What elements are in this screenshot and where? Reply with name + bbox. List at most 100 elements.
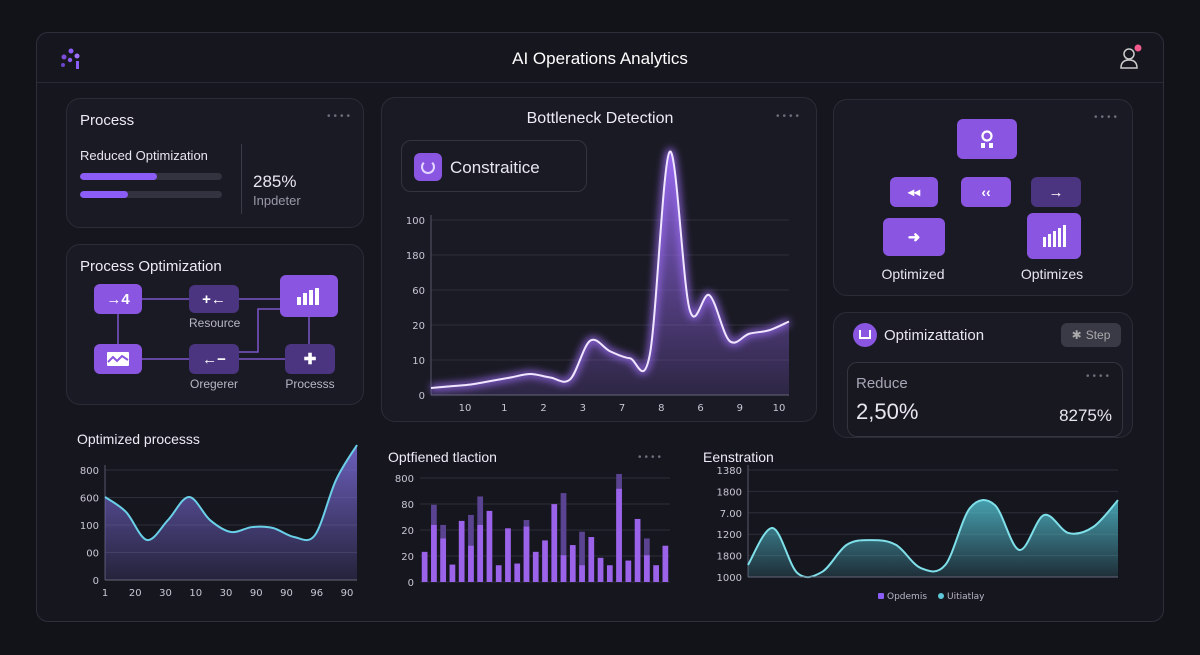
flow-node-analytics[interactable] (280, 275, 338, 317)
more-menu-icon[interactable]: •••• (1085, 371, 1112, 382)
bar-chart-icon (297, 288, 319, 305)
y-tick-label: 20 (412, 321, 425, 332)
flow-node-merge[interactable]: ◂◂ (890, 177, 938, 207)
header-divider (37, 82, 1163, 83)
y-tick-label: 80 (401, 500, 414, 511)
bar (523, 526, 530, 582)
y-tick-label: 800 (80, 466, 99, 477)
area-fill (748, 500, 1118, 578)
metric-label: Reduce (856, 375, 908, 392)
area-fill (431, 151, 789, 395)
puzzle-icon: ✱ (1071, 328, 1082, 342)
x-tick-label: 2 (540, 403, 546, 414)
x-tick-label: 8 (658, 403, 664, 414)
flow-node-next[interactable]: → (1031, 177, 1081, 207)
y-tick-label: 1380 (717, 466, 742, 477)
more-menu-icon[interactable]: •••• (1093, 112, 1120, 123)
legend-label: Opdemis (887, 592, 927, 602)
flow-node-process[interactable]: ✚ (285, 344, 335, 374)
person-icon (981, 130, 993, 148)
node-label: Oregerer (189, 377, 239, 391)
chart-title: Optfiened tlaction (388, 449, 497, 465)
panel-title: Bottleneck Detection (526, 110, 674, 127)
node-label: Processs (285, 377, 335, 391)
bar (597, 557, 604, 582)
bar (477, 524, 484, 582)
legend-label: Uitiatlay (947, 592, 985, 602)
more-menu-icon[interactable]: •••• (775, 111, 802, 122)
more-menu-icon[interactable]: •••• (326, 111, 353, 122)
bar (495, 565, 502, 582)
bar (505, 528, 511, 582)
bar (440, 538, 447, 582)
bar (625, 560, 632, 582)
x-tick-label: 10 (773, 403, 786, 414)
flow-node-signal[interactable] (1027, 213, 1081, 259)
flow-node-order[interactable]: ←− (189, 344, 239, 374)
y-tick-label: 1000 (717, 573, 742, 584)
progress-bar-2 (80, 191, 222, 198)
step-button[interactable]: ✱ Step (1061, 323, 1121, 347)
flow-node-split[interactable]: ‹‹ (961, 177, 1011, 207)
progress-fill (80, 191, 129, 198)
x-tick-label: 20 (129, 588, 142, 599)
flow-node-forward[interactable]: ➜ (883, 218, 945, 256)
y-tick-label: 20 (401, 552, 414, 563)
page-title: AI Operations Analytics (512, 49, 688, 68)
flow-node-user[interactable] (957, 119, 1017, 159)
series-line (430, 150, 790, 389)
action-bar-chart: 800 80 20 20 0 (395, 473, 670, 589)
x-tick-label: 30 (220, 588, 233, 599)
constraint-badge[interactable]: Constraitice (401, 140, 587, 192)
metric-label: Reduced Optimization (80, 148, 208, 163)
y-tick-label: 10 (412, 356, 425, 367)
bar (579, 565, 585, 582)
more-menu-icon[interactable]: •••• (638, 452, 665, 463)
user-icon[interactable] (1118, 44, 1144, 72)
y-tick-label: 1200 (717, 530, 742, 541)
progress-bar-1 (80, 173, 222, 180)
x-tick-label: 3 (580, 403, 586, 414)
optimization-icon (853, 323, 877, 347)
y-tick-label: 100 (406, 216, 425, 227)
area-fill (105, 444, 357, 580)
wave-chart-icon (107, 352, 129, 366)
bar (662, 545, 669, 582)
x-tick-label: 10 (459, 403, 472, 414)
divider (241, 144, 242, 214)
x-tick-label: 6 (697, 403, 703, 414)
bar (542, 540, 548, 582)
bar-chart-icon (1043, 225, 1066, 247)
flow-label-left: Optimized (881, 266, 945, 282)
estimation-chart: 1380 1800 7.00 1200 1800 1000 Opdemis Uitiatlay (717, 465, 1119, 602)
process-optimization-panel: Process Optimization (66, 244, 364, 405)
bar (551, 504, 558, 582)
legend-swatch (938, 593, 944, 599)
y-tick-label: 1800 (717, 552, 742, 563)
y-tick-label: 0 (408, 578, 414, 589)
flow-label-right: Optimizes (1020, 266, 1084, 282)
notification-dot (1134, 44, 1142, 52)
legend-swatch (878, 593, 884, 599)
x-tick-label: 1 (102, 588, 108, 599)
flow-node-input[interactable]: →4 (94, 284, 142, 314)
x-tick-label: 90 (341, 588, 354, 599)
bar (560, 555, 567, 582)
y-tick-label: 1800 (717, 487, 742, 498)
series-line (104, 444, 358, 542)
bar (449, 564, 456, 582)
x-tick-label: 96 (310, 588, 323, 599)
y-tick-label: 20 (401, 526, 414, 537)
y-tick-label: 7.00 (720, 509, 742, 520)
node-label: Resource (189, 316, 241, 330)
bar-ghost (560, 493, 567, 582)
x-tick-label: 30 (159, 588, 172, 599)
metric-secondary: 8275% (1059, 406, 1112, 425)
flow-node-resource[interactable]: +← (189, 285, 239, 313)
bar (486, 510, 493, 582)
x-tick-label: 9 (737, 403, 743, 414)
flow-node-trend[interactable] (94, 344, 142, 374)
y-tick-label: 0 (419, 391, 425, 402)
sparkle-dots-icon[interactable] (59, 47, 85, 71)
